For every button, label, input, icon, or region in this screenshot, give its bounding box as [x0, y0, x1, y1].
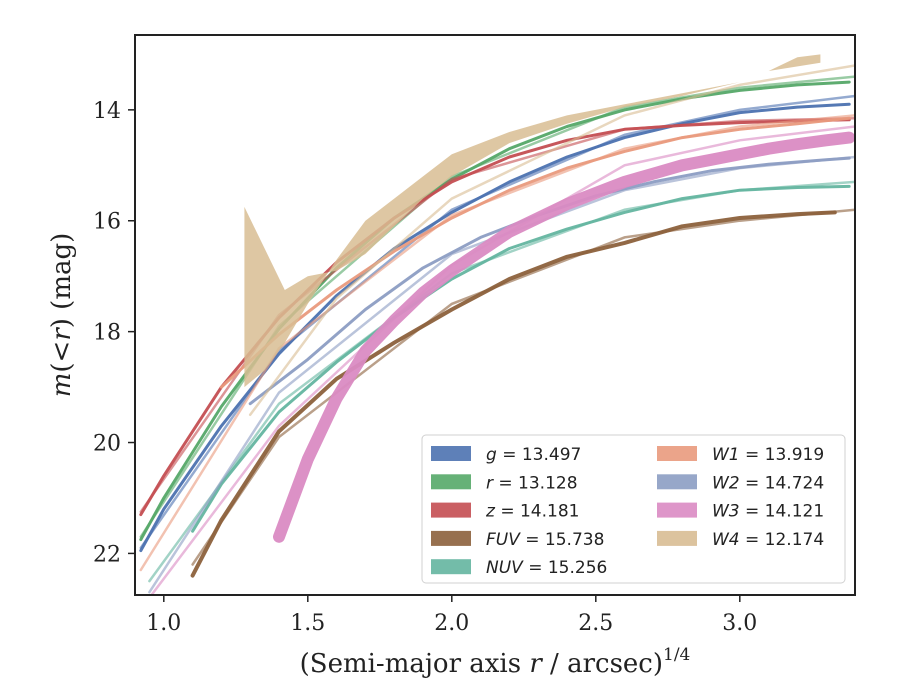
x-tick-label: 2.0 — [434, 611, 469, 636]
legend-swatch — [431, 530, 471, 546]
legend-label: W1 = 13.919 — [712, 445, 824, 465]
legend-swatch — [657, 446, 697, 461]
legend-swatch — [431, 446, 471, 461]
legend-box — [421, 434, 846, 584]
legend-item-g: g = 13.497 — [431, 445, 581, 465]
y-tick-label: 22 — [93, 542, 121, 567]
y-tick-label: 16 — [93, 210, 121, 235]
series-w1-line — [219, 116, 851, 389]
legend-label: W4 = 12.174 — [712, 530, 824, 550]
legend-swatch — [657, 530, 697, 546]
plot-frame — [134, 34, 856, 596]
y-tick-label: 14 — [93, 99, 121, 124]
series-w3-line — [273, 131, 855, 543]
x-tick-label: 1.5 — [290, 611, 325, 636]
series-nuv-line — [191, 184, 851, 533]
legend-item-fuv: FUV = 15.738 — [431, 530, 604, 550]
y-tick-label: 20 — [93, 432, 121, 457]
legend-label: NUV = 15.256 — [486, 558, 607, 578]
series-g-line — [139, 102, 851, 553]
legend-label: r = 13.128 — [486, 473, 578, 493]
plot-area — [139, 54, 855, 595]
legend-swatch — [431, 502, 471, 518]
legend-label: z = 14.181 — [485, 502, 579, 522]
series-z-line — [139, 118, 851, 517]
legend-swatch — [431, 559, 471, 575]
legend-item-r: r = 13.128 — [431, 473, 578, 493]
legend-item-w2: W2 = 14.724 — [657, 473, 824, 493]
legend-item-w3: W3 = 14.121 — [657, 502, 824, 522]
series-r-line — [139, 80, 851, 542]
x-tick-label: 1.0 — [146, 611, 181, 636]
legend-swatch — [657, 502, 697, 518]
axes: 1.0 1.5 2.0 2.5 3.0 14 16 18 20 22 — [93, 99, 757, 636]
legend-label: FUV = 15.738 — [486, 530, 604, 550]
series-w1-model-line — [139, 114, 855, 572]
x-axis-label: (Semi-major axis r / arcsec)1/4 — [300, 645, 691, 679]
y-axis-label: m(<r) (mag) — [47, 233, 77, 398]
legend-label: g = 13.497 — [486, 445, 581, 465]
legend-label: W2 = 14.724 — [712, 473, 824, 493]
legend-item-w1: W1 = 13.919 — [657, 445, 824, 465]
legend-item-nuv: NUV = 15.256 — [431, 558, 607, 578]
y-tick-label: 18 — [93, 321, 121, 346]
legend-item-z: z = 14.181 — [431, 502, 579, 522]
x-tick-label: 3.0 — [722, 611, 757, 636]
legend-item-w4: W4 = 12.174 — [657, 530, 824, 550]
x-tick-label: 2.5 — [578, 611, 613, 636]
legend-swatch — [431, 474, 471, 490]
legend: g = 13.497 r = 13.128 z = 14.181 FUV = 15.7… — [421, 434, 846, 584]
series-fuv-model-line — [191, 208, 855, 566]
legend-swatch — [657, 474, 697, 490]
series-w4-model-line — [248, 64, 855, 417]
series-fuv-line — [190, 210, 837, 578]
series-w2-line — [248, 156, 851, 406]
legend-label: W3 = 14.121 — [712, 502, 824, 522]
